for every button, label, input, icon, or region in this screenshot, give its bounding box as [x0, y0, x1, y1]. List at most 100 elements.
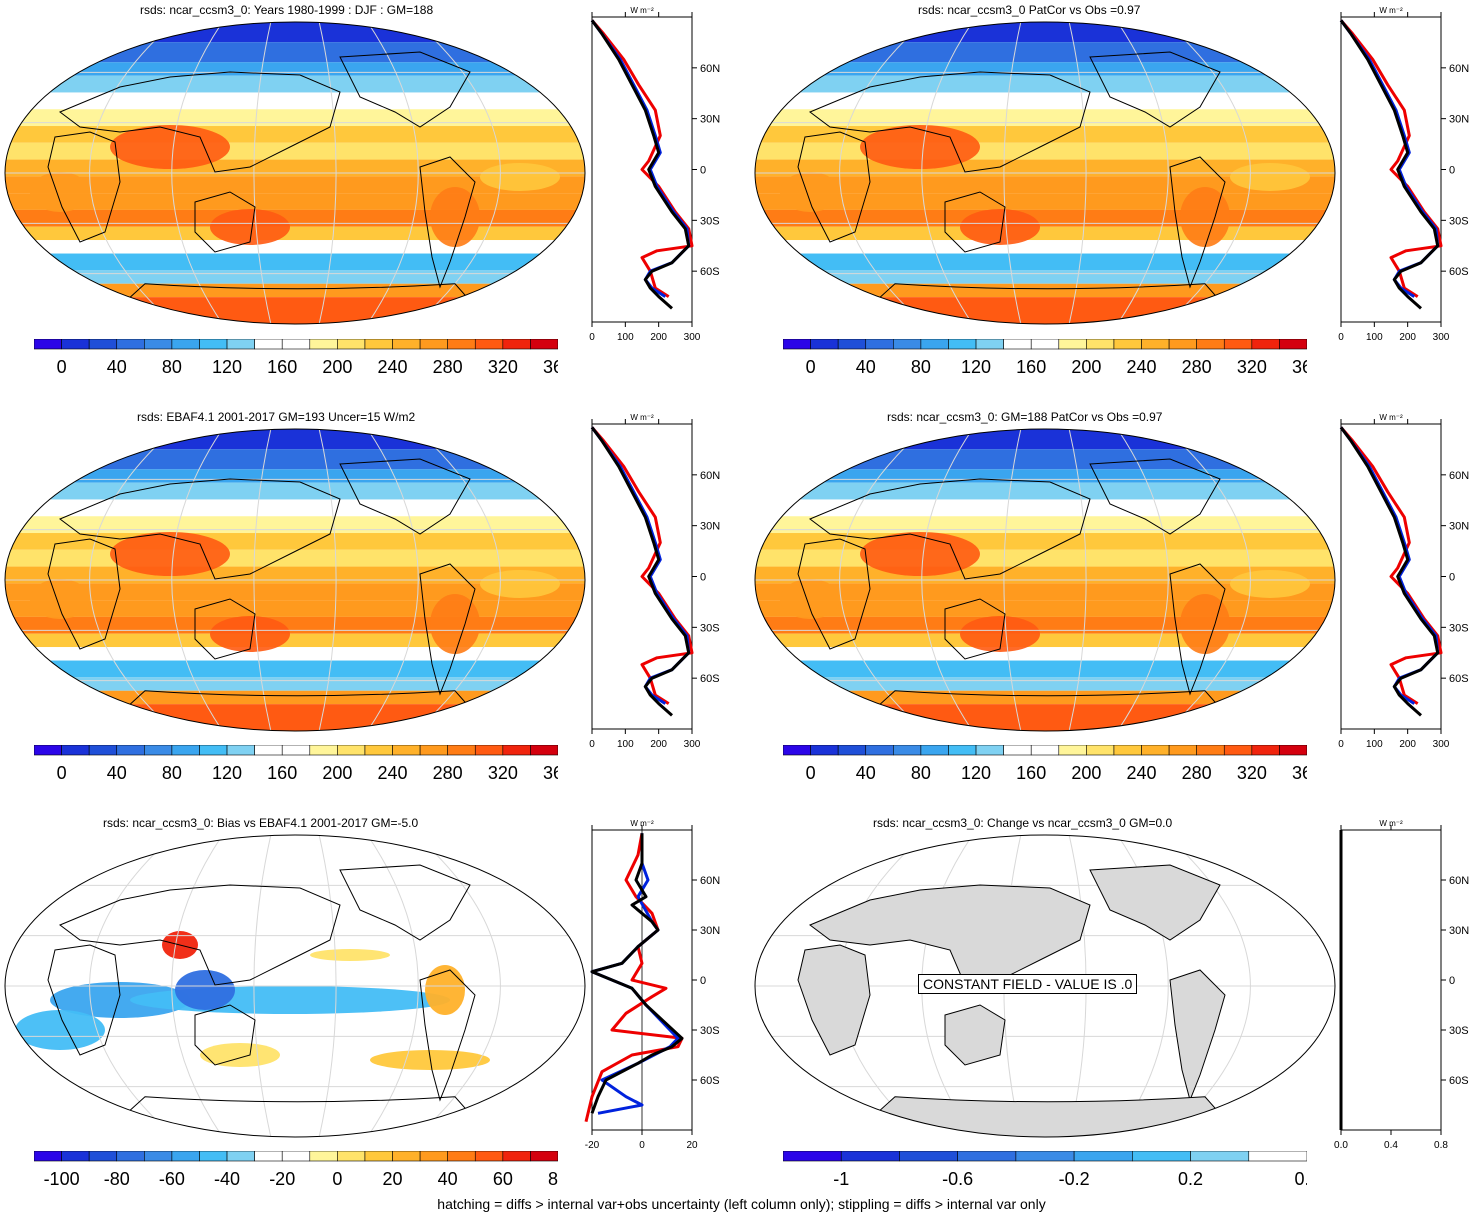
continent-outline — [1089, 458, 1221, 535]
lat-band — [5, 660, 585, 678]
continent-outline — [809, 478, 1091, 580]
colorbar-swatch — [116, 745, 145, 756]
lat-band — [755, 449, 1335, 470]
zonal-profile-2: W m⁻² 60N 30N 0 30S 60S 0 100 200 300 — [1338, 6, 1469, 343]
colorbar-label: 200 — [1071, 763, 1101, 783]
x-tick-label: 0.0 — [1334, 1140, 1348, 1151]
lat-band — [755, 92, 1335, 110]
continent-outline — [59, 71, 341, 173]
colorbar-swatch — [957, 1151, 1017, 1162]
colorbar-5: -100-80-60-40-20020406080100 — [34, 1151, 558, 1189]
field-blob — [480, 163, 560, 191]
lat-band — [755, 516, 1335, 534]
zonal-profile-3: W m⁻² 60N 30N 0 30S 60S 0 100 200 300 — [589, 413, 720, 750]
lat-band — [755, 283, 1335, 298]
colorbar-6: -1 -0.6 -0.2 0.2 0.6 — [783, 1151, 1307, 1189]
antarctica-outline — [93, 690, 497, 731]
lat-band — [5, 647, 585, 661]
colorbar-label: 120 — [212, 357, 242, 377]
lat-tick-label: 60S — [700, 266, 720, 278]
colorbar-swatch — [920, 745, 949, 756]
colorbar-swatch — [392, 745, 421, 756]
lat-band — [5, 209, 585, 227]
continent-outline — [1169, 156, 1226, 289]
continent-outline — [194, 191, 256, 253]
field-blob — [50, 982, 190, 1018]
colorbar-swatch — [364, 1151, 393, 1162]
lat-tick-label: 30S — [1449, 622, 1469, 634]
field-blob — [430, 594, 480, 654]
colorbar-swatch — [1030, 745, 1060, 756]
continent-outline — [339, 864, 471, 941]
graticule-lon — [171, 22, 223, 324]
graticule-lon — [367, 835, 419, 1137]
colorbar-swatch — [837, 745, 867, 756]
colorbar-swatch — [226, 745, 255, 756]
lat-band — [5, 583, 585, 601]
continent-outline — [944, 598, 1006, 660]
constant-field-label: CONSTANT FIELD - VALUE IS .0 — [918, 974, 1138, 994]
x-tick-label: 100 — [1366, 332, 1383, 343]
lat-band — [5, 429, 585, 450]
lat-band — [5, 499, 585, 517]
continent-outline — [194, 598, 256, 660]
colorbar-swatch — [116, 1151, 145, 1162]
colorbar-swatch — [783, 745, 811, 756]
colorbar-label: 120 — [961, 357, 991, 377]
lat-band — [5, 549, 585, 567]
field-blob — [480, 570, 560, 598]
field-blob — [780, 172, 840, 212]
field-blob — [425, 965, 465, 1015]
lat-band — [5, 482, 585, 500]
lat-band — [755, 660, 1335, 678]
panel-title-2: rsds: ncar_ccsm3_0 PatCor vs Obs =0.97 — [918, 3, 1141, 17]
lat-band — [5, 92, 585, 110]
graticule-lon — [921, 429, 973, 731]
field-blob — [210, 209, 290, 245]
profile-unit: W m⁻² — [1379, 6, 1403, 15]
continent-outline — [419, 156, 476, 289]
zonal-profile-5: W m⁻² 60N 30N 0 30S 60S -20 0 20 — [584, 819, 720, 1151]
colorbar-swatch — [34, 1151, 62, 1162]
colorbar-label: 120 — [212, 763, 242, 783]
map-border — [754, 834, 1336, 1138]
field-blob — [430, 187, 480, 247]
antarctica-outline — [93, 1096, 497, 1137]
field-blob — [175, 970, 235, 1010]
colorbar-label: 60 — [493, 1169, 513, 1189]
profile-unit: W m⁻² — [630, 6, 654, 15]
lat-band — [5, 270, 585, 284]
x-tick-label: 0 — [589, 332, 595, 343]
map-field — [755, 429, 1335, 731]
lat-tick-label: 60N — [700, 875, 720, 887]
graticule-lon — [89, 429, 175, 731]
colorbar-swatch — [254, 1151, 283, 1162]
colorbar-label: -60 — [159, 1169, 185, 1189]
continent-outline — [419, 969, 476, 1102]
panel-title-6: rsds: ncar_ccsm3_0: Change vs ncar_ccsm3… — [873, 816, 1173, 830]
colorbar-label: -20 — [269, 1169, 295, 1189]
colorbar-label: 20 — [383, 1169, 403, 1189]
colorbar-swatch — [199, 745, 228, 756]
graticule-lon — [89, 835, 175, 1137]
lat-tick-label: 60S — [1449, 1075, 1469, 1087]
continent-outline — [59, 884, 341, 986]
map-border — [754, 428, 1336, 732]
colorbar-label: 320 — [488, 763, 518, 783]
colorbar-label: 320 — [488, 357, 518, 377]
lat-band — [5, 75, 585, 93]
map-panel-4 — [754, 428, 1336, 732]
colorbar-swatch — [337, 745, 366, 756]
field-blob — [210, 616, 290, 652]
map-field — [755, 22, 1335, 324]
map-panel-1 — [4, 21, 586, 325]
lat-band — [755, 253, 1335, 271]
lat-band — [755, 647, 1335, 661]
colorbar-swatch — [199, 339, 228, 350]
field-blob — [860, 125, 980, 169]
colorbar-swatch — [1141, 745, 1170, 756]
lat-band — [755, 482, 1335, 500]
colorbar-label: 40 — [438, 1169, 458, 1189]
zonal-profile-1: W m⁻² 60N 30N 0 30S 60S 0 100 200 300 — [589, 6, 720, 343]
colorbar-swatch — [281, 339, 311, 350]
